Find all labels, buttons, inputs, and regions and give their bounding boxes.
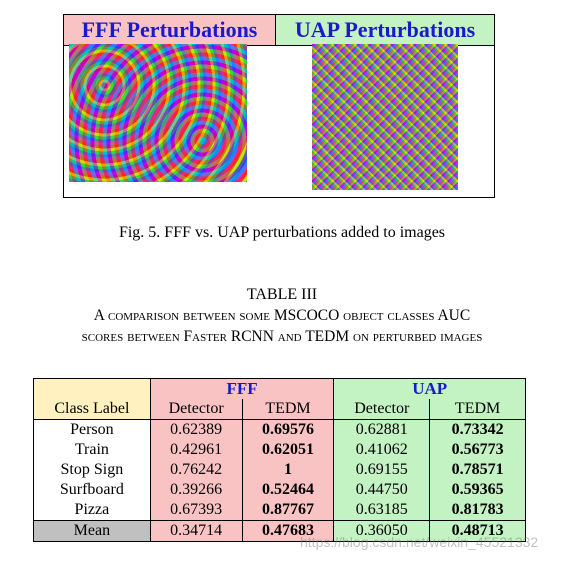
table-row: Person 0.62389 0.69576 0.62881 0.73342 bbox=[33, 419, 526, 440]
fff-perturbation-texture bbox=[69, 44, 247, 182]
fff-tedm-mean: 0.47683 bbox=[241, 520, 335, 542]
table-title-line-2: scores between Faster RCNN and TEDM on p… bbox=[81, 328, 483, 345]
figure-header-divider bbox=[64, 45, 494, 46]
uap-detector-header: Detector bbox=[333, 399, 431, 420]
table-sub-header-row: Class Label Detector TEDM Detector TEDM bbox=[33, 399, 526, 420]
row-label: Pizza bbox=[33, 500, 151, 521]
row-label: Train bbox=[33, 440, 151, 460]
table-row-mean: Mean 0.34714 0.47683 0.36050 0.48713 bbox=[33, 520, 526, 542]
uap-tedm-header: TEDM bbox=[429, 399, 526, 420]
fff-tedm-value: 0.62051 bbox=[241, 440, 335, 460]
uap-tedm-value: 0.73342 bbox=[429, 419, 526, 440]
table-title-line-1: A comparison between some MSCOCO object … bbox=[93, 307, 471, 324]
uap-tedm-value: 0.59365 bbox=[429, 480, 526, 500]
uap-perturbation-image bbox=[312, 44, 458, 190]
uap-perturbations-header: UAP Perturbations bbox=[276, 15, 494, 45]
table-row: Stop Sign 0.76242 1 0.69155 0.78571 bbox=[33, 460, 526, 480]
fff-detector-value: 0.62389 bbox=[149, 419, 243, 440]
group-header-uap: UAP bbox=[333, 378, 526, 399]
fff-detector-mean: 0.34714 bbox=[149, 520, 243, 542]
table-title: A comparison between some MSCOCO object … bbox=[0, 305, 564, 347]
group-header-fff: FFF bbox=[149, 378, 335, 399]
fff-detector-value: 0.67393 bbox=[149, 500, 243, 521]
fff-tedm-value: 1 bbox=[241, 460, 335, 480]
uap-detector-value: 0.44750 bbox=[333, 480, 431, 500]
uap-detector-value: 0.69155 bbox=[333, 460, 431, 480]
uap-detector-value: 0.62881 bbox=[333, 419, 431, 440]
fff-detector-value: 0.42961 bbox=[149, 440, 243, 460]
table-row: Surfboard 0.39266 0.52464 0.44750 0.5936… bbox=[33, 480, 526, 500]
fff-detector-header: Detector bbox=[149, 399, 243, 420]
uap-detector-value: 0.63185 bbox=[333, 500, 431, 521]
figure-caption: Fig. 5. FFF vs. UAP perturbations added … bbox=[118, 224, 446, 241]
fff-perturbations-header: FFF Perturbations bbox=[64, 15, 276, 45]
perturbation-figure: FFF Perturbations UAP Perturbations bbox=[63, 14, 495, 198]
table-row: Train 0.42961 0.62051 0.41062 0.56773 bbox=[33, 440, 526, 460]
row-label: Person bbox=[33, 419, 151, 440]
fff-detector-value: 0.39266 bbox=[149, 480, 243, 500]
fff-tedm-value: 0.87767 bbox=[241, 500, 335, 521]
fff-tedm-value: 0.69576 bbox=[241, 419, 335, 440]
watermark: https://blog.csdn.net/weixin_45521332 bbox=[300, 534, 539, 550]
uap-tedm-mean: 0.48713 bbox=[429, 520, 526, 542]
fff-tedm-header: TEDM bbox=[241, 399, 335, 420]
row-label: Stop Sign bbox=[33, 460, 151, 480]
uap-detector-value: 0.41062 bbox=[333, 440, 431, 460]
row-label: Surfboard bbox=[33, 480, 151, 500]
uap-detector-mean: 0.36050 bbox=[333, 520, 431, 542]
class-label-header-top bbox=[33, 378, 151, 399]
fff-tedm-value: 0.52464 bbox=[241, 480, 335, 500]
uap-tedm-value: 0.81783 bbox=[429, 500, 526, 521]
uap-tedm-value: 0.56773 bbox=[429, 440, 526, 460]
uap-tedm-value: 0.78571 bbox=[429, 460, 526, 480]
table-number: TABLE III bbox=[246, 286, 318, 303]
table-row: Pizza 0.67393 0.87767 0.63185 0.81783 bbox=[33, 500, 526, 521]
fff-detector-value: 0.76242 bbox=[149, 460, 243, 480]
class-label-header: Class Label bbox=[33, 399, 151, 420]
table-group-header-row: FFF UAP bbox=[33, 378, 526, 399]
auc-comparison-table: FFF UAP Class Label Detector TEDM Detect… bbox=[33, 378, 526, 542]
row-label-mean: Mean bbox=[33, 520, 151, 542]
